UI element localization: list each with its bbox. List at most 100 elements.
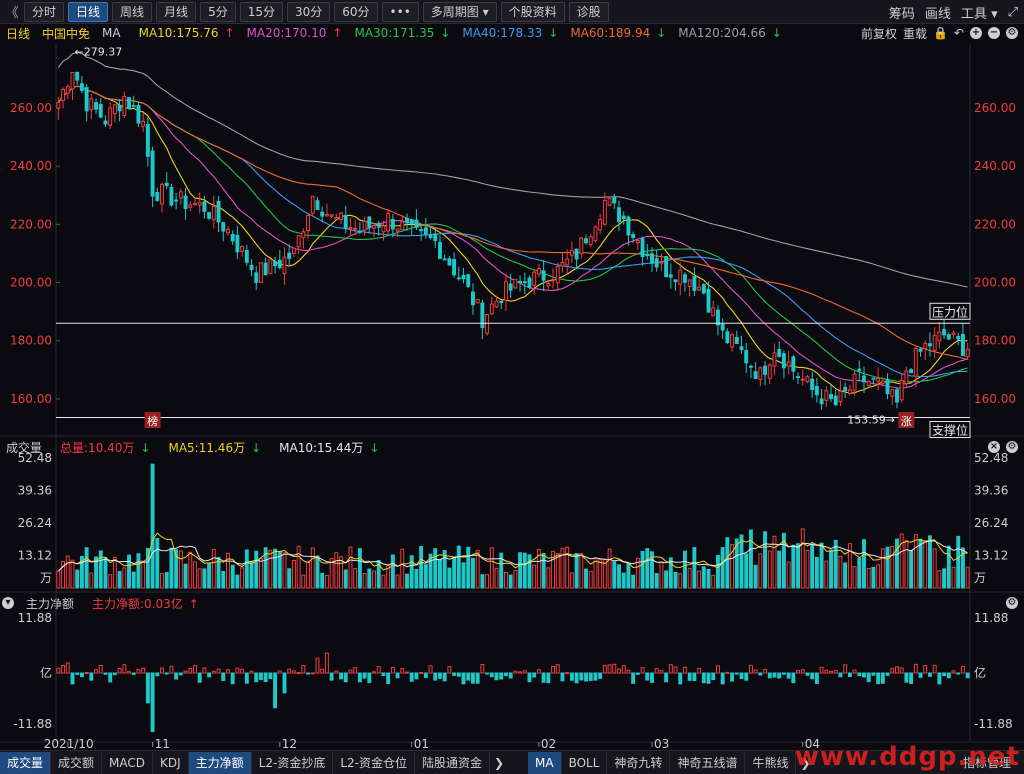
flow-bar [654,668,659,674]
volume-bar [876,564,881,589]
flow-indicator-name[interactable]: 主力净额 [26,596,75,611]
flow-bar [480,663,485,674]
candle-body [598,219,603,231]
tools-dropdown[interactable]: 工具 ▾ [961,3,998,22]
tab-td9[interactable]: 神奇九转 [607,751,671,774]
flow-bar [890,667,895,674]
candle-body [306,214,311,232]
volume-bar [650,551,654,589]
volume-bar [541,552,546,589]
lock-icon[interactable]: 🔒 [932,26,948,40]
volume-bar [84,547,89,589]
flow-bar [428,665,433,674]
volume-bar [560,547,565,589]
volume-bar [188,551,193,589]
price-tick-label-right: 160.00 [974,392,1016,406]
flow-bar [772,672,777,678]
flow-tick-label-left: -11.88 [13,717,52,731]
tab-kdj[interactable]: KDJ [153,751,189,774]
candle-body [668,274,673,278]
volume-bar [178,550,183,589]
volume-bar [720,547,725,589]
volume-bar [909,550,914,589]
volume-bar [612,561,617,589]
period-button-60min[interactable]: 60分 [334,1,378,22]
candle-body [781,353,786,369]
tab-turnover[interactable]: 成交额 [51,751,103,774]
flow-bar [532,672,537,678]
flow-tick-label-left: 11.88 [18,611,52,625]
zoom-in-icon[interactable]: + [970,27,982,39]
chevron-right-icon[interactable]: ❯ [493,755,505,770]
flow-bar [560,672,565,682]
indicator-name[interactable]: MA [102,26,121,40]
period-button-30min[interactable]: 30分 [286,1,331,22]
candle-body [103,120,108,125]
candle-body [94,102,99,110]
volume-bar [155,537,160,589]
volume-indicator-name[interactable]: 成交量 [6,440,43,455]
tab-ma[interactable]: MA [528,751,562,774]
candle-body [513,278,518,289]
period-button-5min[interactable]: 5分 [200,1,236,22]
tab-l2-position[interactable]: L2-资金仓位 [333,751,415,774]
more-periods-button[interactable]: ••• [381,1,419,22]
close-icon[interactable]: × [988,441,1000,453]
candle-body [522,281,527,284]
chip-button[interactable]: 筹码 [888,6,915,22]
period-button-monthly[interactable]: 月线 [156,1,197,22]
settings-icon[interactable]: ⚙ [1006,597,1018,609]
flow-bar [202,667,207,674]
tab-macd[interactable]: MACD [102,751,154,774]
chevron-right-icon[interactable]: ❯ [800,755,811,770]
price-tick-label-right: 180.00 [974,334,1016,348]
tab-northbound[interactable]: 陆股通资金 [415,751,491,774]
settings-icon[interactable]: ⚙ [1006,441,1018,453]
flow-bar [617,668,621,674]
tab-l2-bottom[interactable]: L2-资金抄底 [252,751,334,774]
volume-tick-label-left: 39.36 [18,484,52,498]
period-button-15min[interactable]: 15分 [239,1,283,22]
volume-bar [810,543,815,589]
flow-bar [197,672,202,683]
volume-bars [56,463,970,589]
tab-boll[interactable]: BOLL [562,751,608,774]
back-icon[interactable]: 《 [5,6,19,21]
undo-icon[interactable]: ↶ [953,26,964,40]
tab-main-net[interactable]: 主力净额 [188,751,252,774]
diagnose-button[interactable]: 诊股 [568,1,609,22]
candle-body [640,238,645,258]
multi-period-dropdown[interactable]: 多周期图 ▾ [422,1,497,22]
settings-icon[interactable]: ⚙ [1006,27,1018,39]
volume-legend: 成交量 总量:10.40万 ↓ MA5:11.46万 ↓ MA10:15.44万 ↓ [0,438,379,456]
flow-bar [565,672,570,675]
tab-volume[interactable]: 成交量 [0,751,52,774]
candle-body [927,343,932,347]
flow-bar [70,672,75,685]
price-tick-label-left: 200.00 [10,276,52,290]
indicator-manage-button[interactable]: 指标管理 [962,755,1011,770]
adjust-mode-button[interactable]: 前复权 [860,26,897,41]
zoom-out-icon[interactable]: − [988,27,1000,39]
down-arrow-icon: ↓ [251,440,262,455]
volume-bar [532,564,537,589]
flow-bar [503,672,508,677]
reload-button[interactable]: 重载 [902,26,927,41]
period-button-daily[interactable]: 日线 [68,1,109,22]
collapse-icon[interactable]: ▾ [2,597,14,609]
period-button-weekly[interactable]: 周线 [112,1,153,22]
candle-body [951,332,956,336]
draw-line-button[interactable]: 画线 [924,6,951,22]
candle-body [767,364,772,379]
volume-bar [781,532,786,589]
tab-wuxianpu[interactable]: 神奇五线谱 [670,751,746,774]
volume-bar [800,528,805,589]
stock-name[interactable]: 中国中免 [42,26,91,41]
candle-body [357,230,362,233]
period-button-fenshi[interactable]: 分时 [24,1,65,22]
flow-bar [84,671,89,674]
tab-bull-bear[interactable]: 牛熊线 [745,751,797,774]
fullscreen-icon[interactable]: ⤢ [1007,4,1018,20]
stock-info-button[interactable]: 个股资料 [500,1,565,22]
